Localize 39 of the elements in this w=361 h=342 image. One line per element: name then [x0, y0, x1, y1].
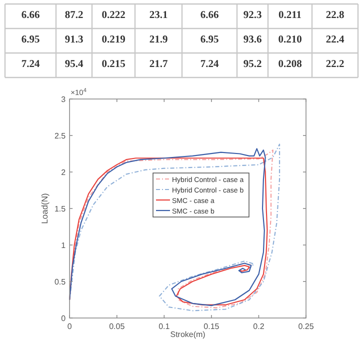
y-tick-label: 3: [61, 95, 66, 104]
text: 23.1: [149, 10, 168, 21]
y-tick-label: 1.5: [54, 204, 66, 214]
y-tick-label: 2: [61, 168, 66, 177]
text: 0.208: [278, 59, 302, 70]
text: 0.215: [102, 59, 126, 70]
text: 22.2: [326, 59, 344, 70]
x-tick-label: 0.25: [298, 322, 314, 331]
y-tick-label: 0: [61, 314, 66, 323]
text: 87.2: [64, 10, 84, 21]
text: 0.210: [278, 34, 302, 46]
y-tick-label: 0.5: [54, 278, 66, 286]
text: 6.66: [21, 10, 40, 21]
text: 91.3: [64, 34, 84, 46]
x-axis-title: Stroke(m): [170, 330, 206, 339]
x-tick-label: 0.1: [158, 322, 170, 331]
text: 21.9: [149, 34, 168, 46]
y-tick-label: 2.5: [54, 132, 66, 140]
text: 93.6: [243, 34, 262, 46]
text: 22.4: [326, 34, 345, 46]
text: 6.66: [200, 10, 219, 21]
text: 6.95: [21, 34, 40, 46]
text: 0.219: [102, 34, 126, 46]
x-tick-label: 0.2: [253, 322, 265, 331]
y-tick-label: 1: [61, 241, 66, 250]
x-tick-label: 0.15: [204, 322, 220, 331]
text: 7.24: [200, 59, 220, 70]
text: 0.222: [102, 10, 126, 21]
text: 0.211: [278, 10, 302, 21]
text: 21.7: [149, 59, 168, 70]
text: 22.8: [326, 10, 344, 21]
y-axis-title: Load(N): [40, 192, 50, 224]
text: 95.2: [243, 59, 262, 70]
text: 95.4: [64, 59, 84, 70]
text: 6.95: [200, 34, 219, 46]
x-tick-label: 0.05: [109, 322, 126, 331]
text: 92.3: [243, 10, 262, 21]
text: 7.24: [21, 59, 40, 70]
x-tick-label: 0: [67, 322, 72, 331]
